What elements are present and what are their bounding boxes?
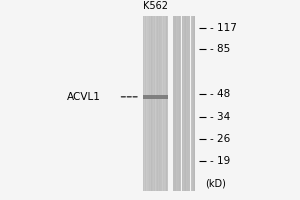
Bar bbox=[185, 16, 186, 191]
Bar bbox=[182, 16, 183, 191]
Text: - 48: - 48 bbox=[210, 89, 230, 99]
Bar bbox=[166, 16, 167, 191]
Bar bbox=[177, 16, 178, 191]
Bar bbox=[173, 16, 174, 191]
Text: (kD): (kD) bbox=[206, 178, 226, 188]
Text: - 34: - 34 bbox=[210, 112, 230, 122]
Text: - 85: - 85 bbox=[210, 44, 230, 54]
Bar bbox=[160, 16, 161, 191]
Bar bbox=[147, 16, 148, 191]
Bar bbox=[180, 16, 181, 191]
Bar bbox=[157, 16, 158, 191]
Bar bbox=[167, 16, 168, 191]
Bar bbox=[179, 16, 180, 191]
Bar bbox=[162, 16, 163, 191]
Bar bbox=[183, 16, 184, 191]
Text: - 19: - 19 bbox=[210, 156, 230, 166]
Bar bbox=[154, 16, 155, 191]
Bar bbox=[172, 16, 173, 191]
Bar bbox=[151, 16, 152, 191]
Bar bbox=[175, 16, 176, 191]
Bar bbox=[163, 16, 164, 191]
Bar bbox=[156, 16, 157, 191]
Bar bbox=[193, 16, 194, 191]
Bar bbox=[189, 16, 190, 191]
Bar bbox=[164, 16, 165, 191]
Bar bbox=[149, 16, 150, 191]
Text: ACVL1: ACVL1 bbox=[67, 92, 101, 102]
Bar bbox=[158, 16, 159, 191]
Bar bbox=[192, 16, 193, 191]
Bar bbox=[165, 16, 166, 191]
Bar bbox=[176, 16, 177, 191]
Bar bbox=[155, 16, 156, 191]
Bar bbox=[181, 16, 182, 191]
Text: - 26: - 26 bbox=[210, 134, 230, 144]
Bar bbox=[144, 16, 145, 191]
Bar bbox=[148, 16, 149, 191]
Bar bbox=[152, 16, 153, 191]
Text: - 117: - 117 bbox=[210, 23, 237, 33]
Bar bbox=[190, 16, 191, 191]
Bar bbox=[191, 16, 192, 191]
Bar bbox=[146, 16, 147, 191]
Bar bbox=[150, 16, 151, 191]
Bar bbox=[178, 16, 179, 191]
Bar bbox=[142, 16, 143, 191]
Bar bbox=[186, 16, 187, 191]
Bar bbox=[188, 16, 189, 191]
Bar bbox=[194, 16, 195, 191]
Text: K562: K562 bbox=[143, 1, 168, 11]
Bar bbox=[184, 16, 185, 191]
Bar bbox=[153, 16, 154, 191]
Bar bbox=[160, 16, 161, 191]
Bar bbox=[174, 16, 175, 191]
Bar bbox=[161, 16, 162, 191]
Bar bbox=[143, 16, 144, 191]
Bar bbox=[159, 16, 160, 191]
Bar bbox=[187, 16, 188, 191]
Bar bbox=[142, 95, 168, 99]
Bar bbox=[145, 16, 146, 191]
